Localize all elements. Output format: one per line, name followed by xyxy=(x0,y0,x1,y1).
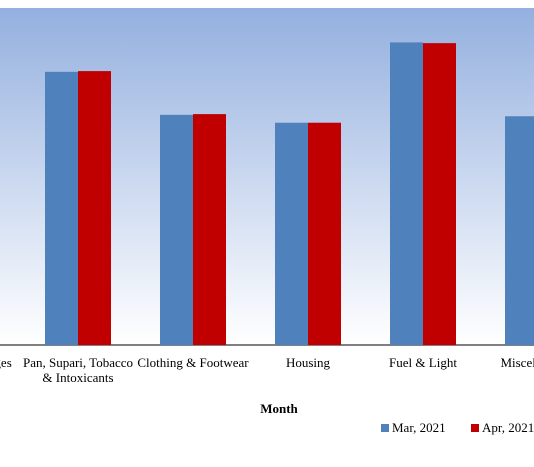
x-tick-label: Clothing & Footwear xyxy=(137,355,249,370)
bar-mar-2 xyxy=(160,114,193,345)
legend-label: Apr, 2021 xyxy=(482,420,534,435)
legend-swatch xyxy=(381,424,389,432)
x-tick-label: Food & Beverages xyxy=(0,355,12,370)
x-tick-label: Pan, Supari, Tobacco & Intoxicants xyxy=(23,355,133,385)
x-tick-layer: Food & Beverages Pan, Supari, Tobacco& In… xyxy=(0,355,534,385)
bar-apr-2 xyxy=(193,114,226,346)
legend: Mar, 2021 Apr, 2021 xyxy=(381,420,534,435)
legend-swatch xyxy=(471,424,479,432)
bars-layer xyxy=(45,42,534,346)
bar-mar-5 xyxy=(505,116,534,346)
bar-mar-4 xyxy=(390,42,423,345)
x-tick-label: Miscellaneous xyxy=(500,355,534,370)
x-tick-label: Fuel & Light xyxy=(389,355,457,370)
bar-mar-1 xyxy=(45,71,78,346)
bar-mar-3 xyxy=(275,122,308,345)
bar-apr-1 xyxy=(78,71,111,345)
x-tick-label: Housing xyxy=(286,355,331,370)
legend-label: Mar, 2021 xyxy=(392,420,446,435)
bar-apr-4 xyxy=(423,43,456,346)
x-axis-title: Month xyxy=(260,401,298,416)
bar-apr-3 xyxy=(308,122,341,345)
